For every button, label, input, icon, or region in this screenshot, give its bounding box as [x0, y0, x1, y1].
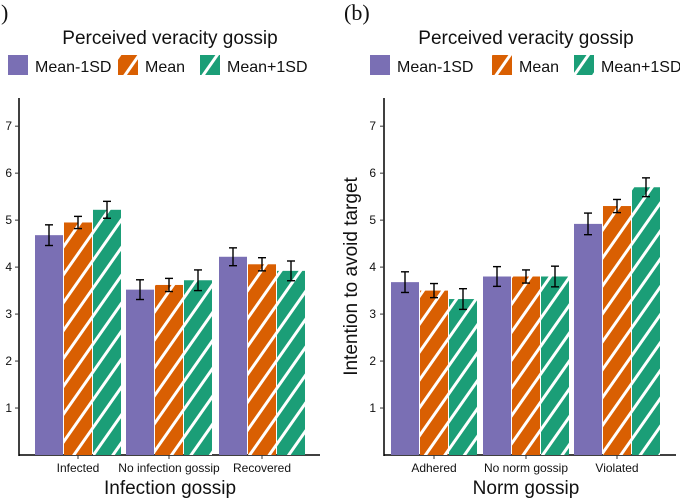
error-bar	[74, 215, 82, 230]
bar-mean-1sd-infected	[93, 209, 121, 455]
y-tick-label: 5	[5, 213, 12, 227]
bar-mean-recovered	[248, 264, 276, 455]
x-tick-label: No infection gossip	[118, 461, 220, 475]
bar-mean-1sd-no-norm-gossip	[541, 276, 569, 455]
legend-label: Mean	[519, 59, 559, 76]
y-tick-label: 2	[369, 354, 376, 368]
bar-mean-1sd-no-infection-gossip	[184, 280, 212, 455]
error-bar	[45, 224, 53, 247]
error-bar	[258, 257, 266, 272]
legend-title: Perceived veracity gossip	[418, 28, 633, 49]
error-bar	[165, 277, 173, 293]
legend-swatch-mean-1sd	[370, 55, 390, 75]
error-bar	[229, 247, 237, 267]
bar-mean-1sd-no-infection-gossip	[126, 289, 154, 455]
bar-mean-violated	[603, 206, 631, 455]
bar-mean-1sd-violated	[574, 223, 602, 455]
legend-swatch-mean-1sd	[8, 55, 28, 75]
error-bar	[551, 265, 559, 288]
x-axis-label: Infection gossip	[104, 478, 236, 499]
legend-swatch-mean-1sd	[200, 55, 220, 75]
y-tick-label: 7	[5, 119, 12, 133]
legend-swatch-mean	[492, 55, 512, 75]
error-bar	[430, 282, 438, 299]
legend-title: Perceived veracity gossip	[62, 28, 277, 49]
chart-panel-2: (b) Perceived veracity gossip Mean-1SD Mean…	[341, 0, 680, 499]
chart-panel-1: ) Perceived veracity gossip Mean-1SD Mean Me…	[1, 0, 320, 499]
bar-mean-1sd-infected	[35, 235, 63, 455]
bar-mean-1sd-recovered	[277, 270, 305, 455]
panel-label: )	[1, 0, 8, 25]
y-tick-label: 3	[5, 307, 12, 321]
error-bar	[642, 177, 650, 198]
y-tick-label: 6	[369, 166, 376, 180]
legend-label: Mean-1SD	[397, 59, 473, 76]
error-bar	[613, 198, 621, 214]
y-tick-label: 1	[369, 401, 376, 415]
bar-mean-1sd-adhered	[391, 282, 419, 455]
error-bar	[136, 279, 144, 301]
error-bar	[194, 269, 202, 292]
bar-mean-1sd-no-norm-gossip	[483, 276, 511, 455]
y-tick-label: 5	[369, 213, 376, 227]
x-axis-label: Norm gossip	[473, 478, 580, 499]
x-tick-label: Infected	[57, 461, 100, 475]
legend-label: Mean	[145, 59, 185, 76]
error-bar	[522, 269, 530, 284]
error-bar	[584, 212, 592, 236]
y-tick-label: 3	[369, 307, 376, 321]
x-tick-label: No norm gossip	[484, 461, 568, 475]
legend-label: Mean-1SD	[35, 59, 111, 76]
x-tick-label: Recovered	[233, 461, 291, 475]
bar-mean-no-norm-gossip	[512, 276, 540, 455]
bar-mean-no-infection-gossip	[155, 284, 183, 455]
y-tick-label: 4	[369, 260, 376, 274]
error-bar	[459, 288, 467, 311]
bar-mean-infected	[64, 222, 92, 455]
legend-label: Mean+1SD	[227, 59, 308, 76]
x-tick-label: Violated	[595, 461, 638, 475]
y-axis-label: Intention to avoid target	[341, 176, 362, 375]
legend-swatch-mean	[118, 55, 138, 75]
error-bar	[401, 271, 409, 294]
legend-swatch-mean-1sd	[574, 55, 594, 75]
x-tick-label: Adhered	[411, 461, 456, 475]
y-tick-label: 6	[5, 166, 12, 180]
bar-mean-1sd-adhered	[449, 299, 477, 455]
y-tick-label: 1	[5, 401, 12, 415]
y-tick-label: 7	[369, 119, 376, 133]
error-bar	[493, 265, 501, 288]
bar-mean-1sd-recovered	[219, 256, 247, 455]
legend-label: Mean+1SD	[601, 59, 680, 76]
error-bar	[103, 200, 111, 219]
panel-label: (b)	[344, 0, 370, 25]
y-tick-label: 4	[5, 260, 12, 274]
bar-mean-1sd-violated	[632, 187, 660, 455]
y-tick-label: 2	[5, 354, 12, 368]
error-bar	[287, 260, 295, 282]
bar-mean-adhered	[420, 290, 448, 455]
